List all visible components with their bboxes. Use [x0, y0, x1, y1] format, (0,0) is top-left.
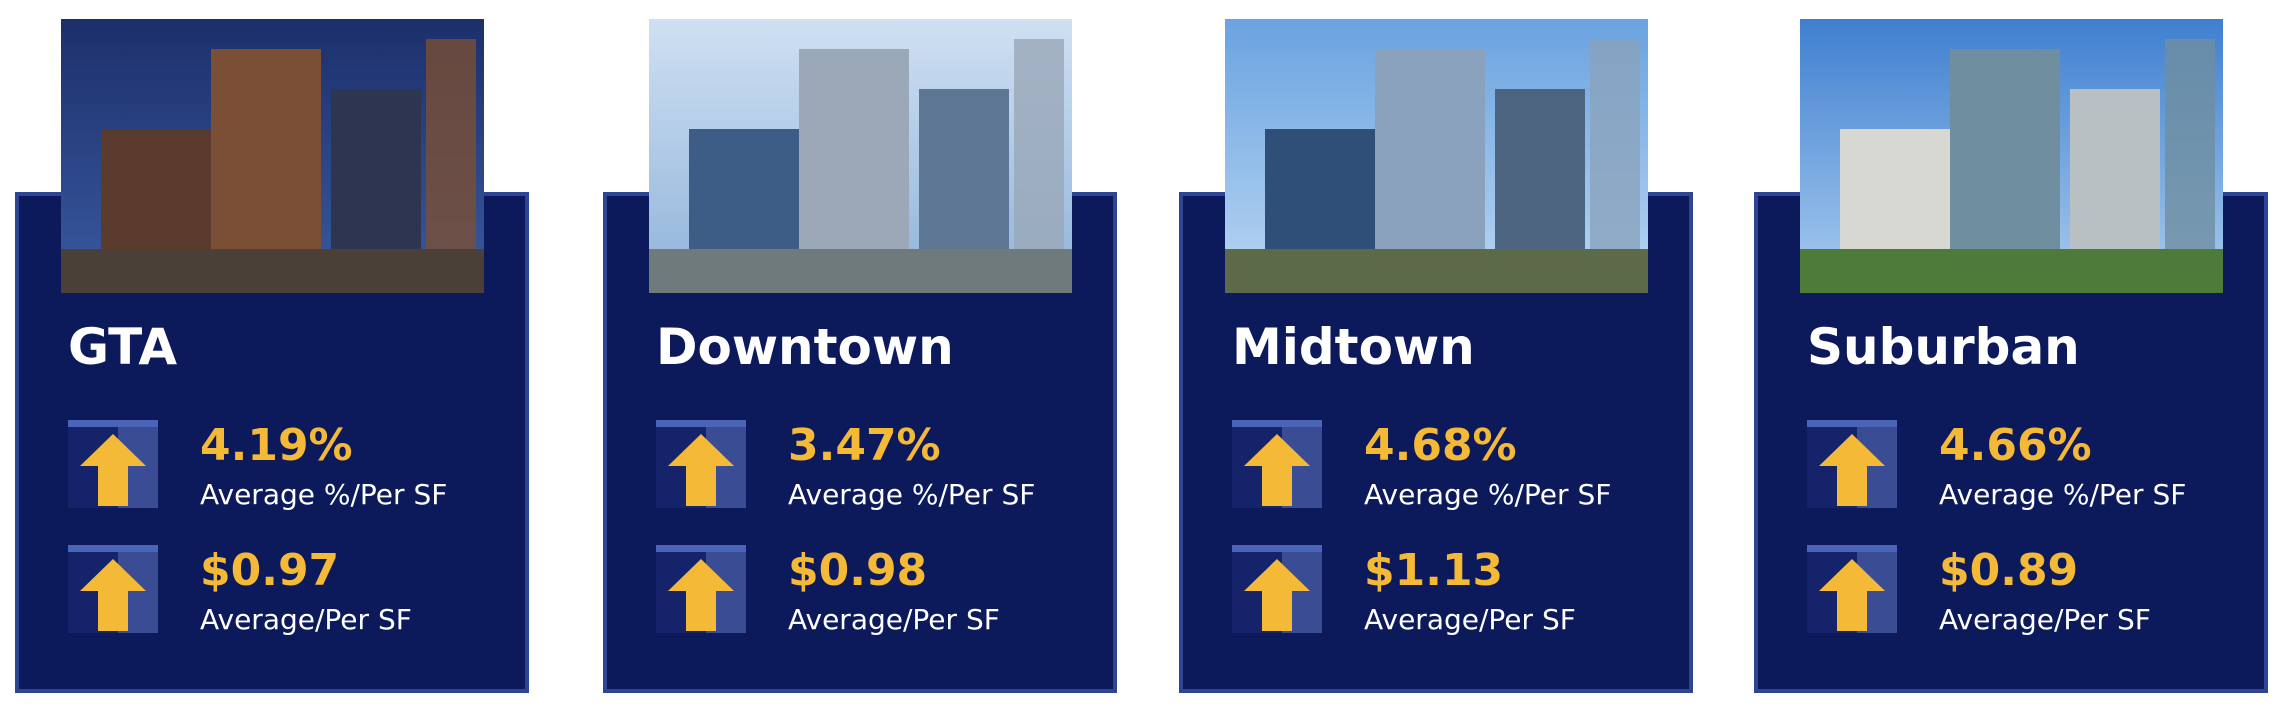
up-arrow-icon — [656, 545, 746, 633]
metric-label: Average/Per SF — [1939, 603, 2151, 636]
up-arrow-icon — [1232, 545, 1322, 633]
up-arrow-icon — [1807, 420, 1897, 508]
up-arrow-icon — [1807, 545, 1897, 633]
metric-label: Average %/Per SF — [1364, 478, 1612, 511]
card-photo — [61, 19, 484, 293]
card-title: Midtown — [1232, 318, 1475, 376]
up-arrow-icon — [68, 545, 158, 633]
metric-label: Average %/Per SF — [1939, 478, 2187, 511]
metric-value: 4.66% — [1939, 420, 2092, 471]
up-arrow-icon — [656, 420, 746, 508]
metric-value: 3.47% — [788, 420, 941, 471]
up-arrow-icon — [1232, 420, 1322, 508]
card-photo — [1800, 19, 2223, 293]
metric-label: Average %/Per SF — [788, 478, 1036, 511]
metric-label: Average %/Per SF — [200, 478, 448, 511]
metric-value: $1.13 — [1364, 545, 1504, 596]
up-arrow-icon — [68, 420, 158, 508]
card-title: Downtown — [656, 318, 954, 376]
metric-label: Average/Per SF — [200, 603, 412, 636]
metric-value: 4.19% — [200, 420, 353, 471]
metric-value: $0.97 — [200, 545, 340, 596]
card-photo — [1225, 19, 1648, 293]
metric-value: $0.98 — [788, 545, 928, 596]
metric-label: Average/Per SF — [788, 603, 1000, 636]
card-title: GTA — [68, 318, 178, 376]
card-photo — [649, 19, 1072, 293]
card-title: Suburban — [1807, 318, 2080, 376]
metric-value: 4.68% — [1364, 420, 1517, 471]
metric-label: Average/Per SF — [1364, 603, 1576, 636]
metric-value: $0.89 — [1939, 545, 2079, 596]
